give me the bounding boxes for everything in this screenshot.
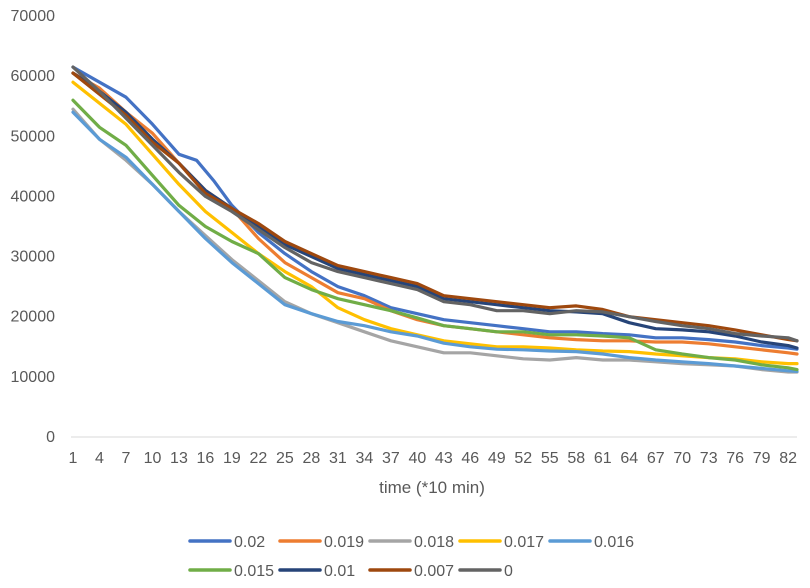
x-tick-label: 25 — [276, 450, 294, 467]
x-tick-label: 43 — [435, 450, 453, 467]
legend-label: 0.017 — [504, 534, 544, 551]
x-axis-title: time (*10 min) — [379, 478, 485, 497]
x-tick-label: 61 — [594, 450, 612, 467]
x-tick-label: 7 — [122, 450, 131, 467]
x-tick-label: 31 — [329, 450, 347, 467]
x-tick-label: 73 — [700, 450, 718, 467]
legend-label: 0 — [504, 563, 513, 580]
x-tick-label: 70 — [673, 450, 691, 467]
y-axis-ticks: 0 10000 20000 30000 40000 50000 60000 70000 — [11, 8, 56, 446]
y-tick-label: 50000 — [11, 128, 56, 145]
series-line-0 — [71, 65, 799, 343]
series-line-0-015 — [71, 98, 799, 372]
x-tick-label: 58 — [567, 450, 585, 467]
x-tick-label: 40 — [408, 450, 426, 467]
x-tick-label: 19 — [223, 450, 241, 467]
y-tick-label: 40000 — [11, 188, 56, 205]
legend: 0.02 0.019 0.018 0.017 0.016 0.015 0.01 0.007 0 — [188, 534, 634, 580]
x-tick-label: 76 — [726, 450, 744, 467]
y-tick-label: 30000 — [11, 249, 56, 266]
series-line-0-007 — [71, 71, 799, 343]
legend-label: 0.019 — [324, 534, 364, 551]
legend-label: 0.015 — [234, 563, 274, 580]
y-tick-label: 70000 — [11, 8, 56, 25]
x-tick-label: 46 — [461, 450, 479, 467]
legend-label: 0.01 — [324, 563, 355, 580]
x-tick-label: 4 — [95, 450, 104, 467]
x-tick-label: 34 — [355, 450, 373, 467]
series-line-0-017 — [71, 80, 799, 366]
x-tick-label: 64 — [620, 450, 638, 467]
series-line-0-016 — [71, 110, 799, 373]
x-tick-label: 82 — [779, 450, 797, 467]
x-axis-ticks: 1 4 7 10 13 16 19 22 25 28 31 34 37 40 43 46 49 52 55 58 61 6… — [69, 450, 798, 467]
y-tick-label: 0 — [46, 429, 55, 446]
x-tick-label: 52 — [514, 450, 532, 467]
x-tick-label: 67 — [647, 450, 665, 467]
y-tick-label: 60000 — [11, 68, 56, 85]
series-line-0-01 — [71, 71, 799, 350]
series-lines — [71, 65, 799, 374]
y-tick-label: 20000 — [11, 309, 56, 326]
series-line-0-02 — [71, 65, 799, 351]
legend-label: 0.016 — [594, 534, 634, 551]
x-tick-label: 55 — [541, 450, 559, 467]
x-tick-label: 79 — [753, 450, 771, 467]
x-tick-label: 37 — [382, 450, 400, 467]
x-tick-label: 10 — [144, 450, 162, 467]
legend-label: 0.018 — [414, 534, 454, 551]
legend-label: 0.02 — [234, 534, 265, 551]
legend-label: 0.007 — [414, 563, 454, 580]
x-tick-label: 22 — [250, 450, 268, 467]
x-tick-label: 28 — [302, 450, 320, 467]
y-tick-label: 10000 — [11, 369, 56, 386]
x-tick-label: 13 — [170, 450, 188, 467]
x-tick-label: 1 — [69, 450, 78, 467]
x-tick-label: 16 — [197, 450, 215, 467]
x-tick-label: 49 — [488, 450, 506, 467]
series-line-0-018 — [71, 107, 799, 374]
